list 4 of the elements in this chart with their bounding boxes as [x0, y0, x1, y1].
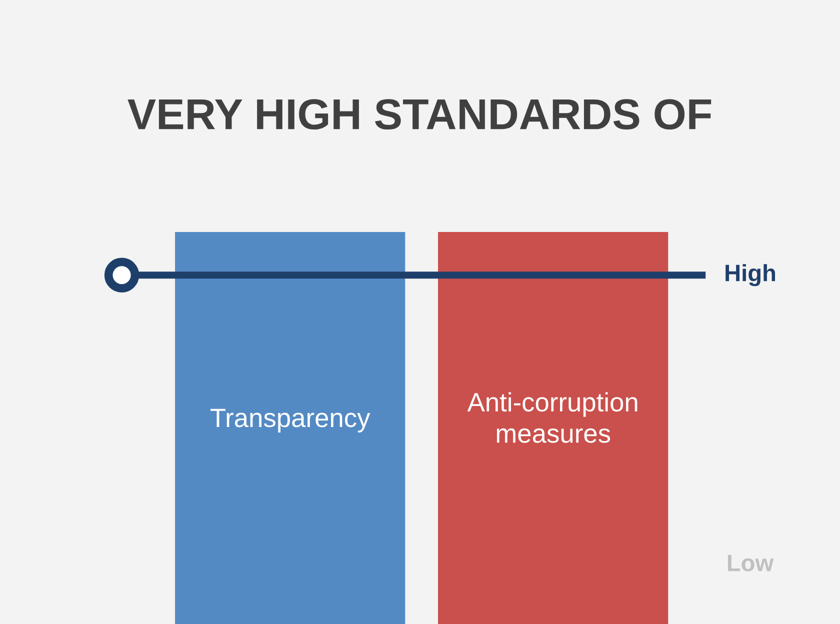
- chart-title: VERY HIGH STANDARDS OF: [128, 99, 712, 130]
- x-tick-label: Transparency: [210, 408, 370, 432]
- x-tick-label: Anti-corruption measures: [467, 392, 638, 443]
- ref-line-label: High: [726, 264, 776, 286]
